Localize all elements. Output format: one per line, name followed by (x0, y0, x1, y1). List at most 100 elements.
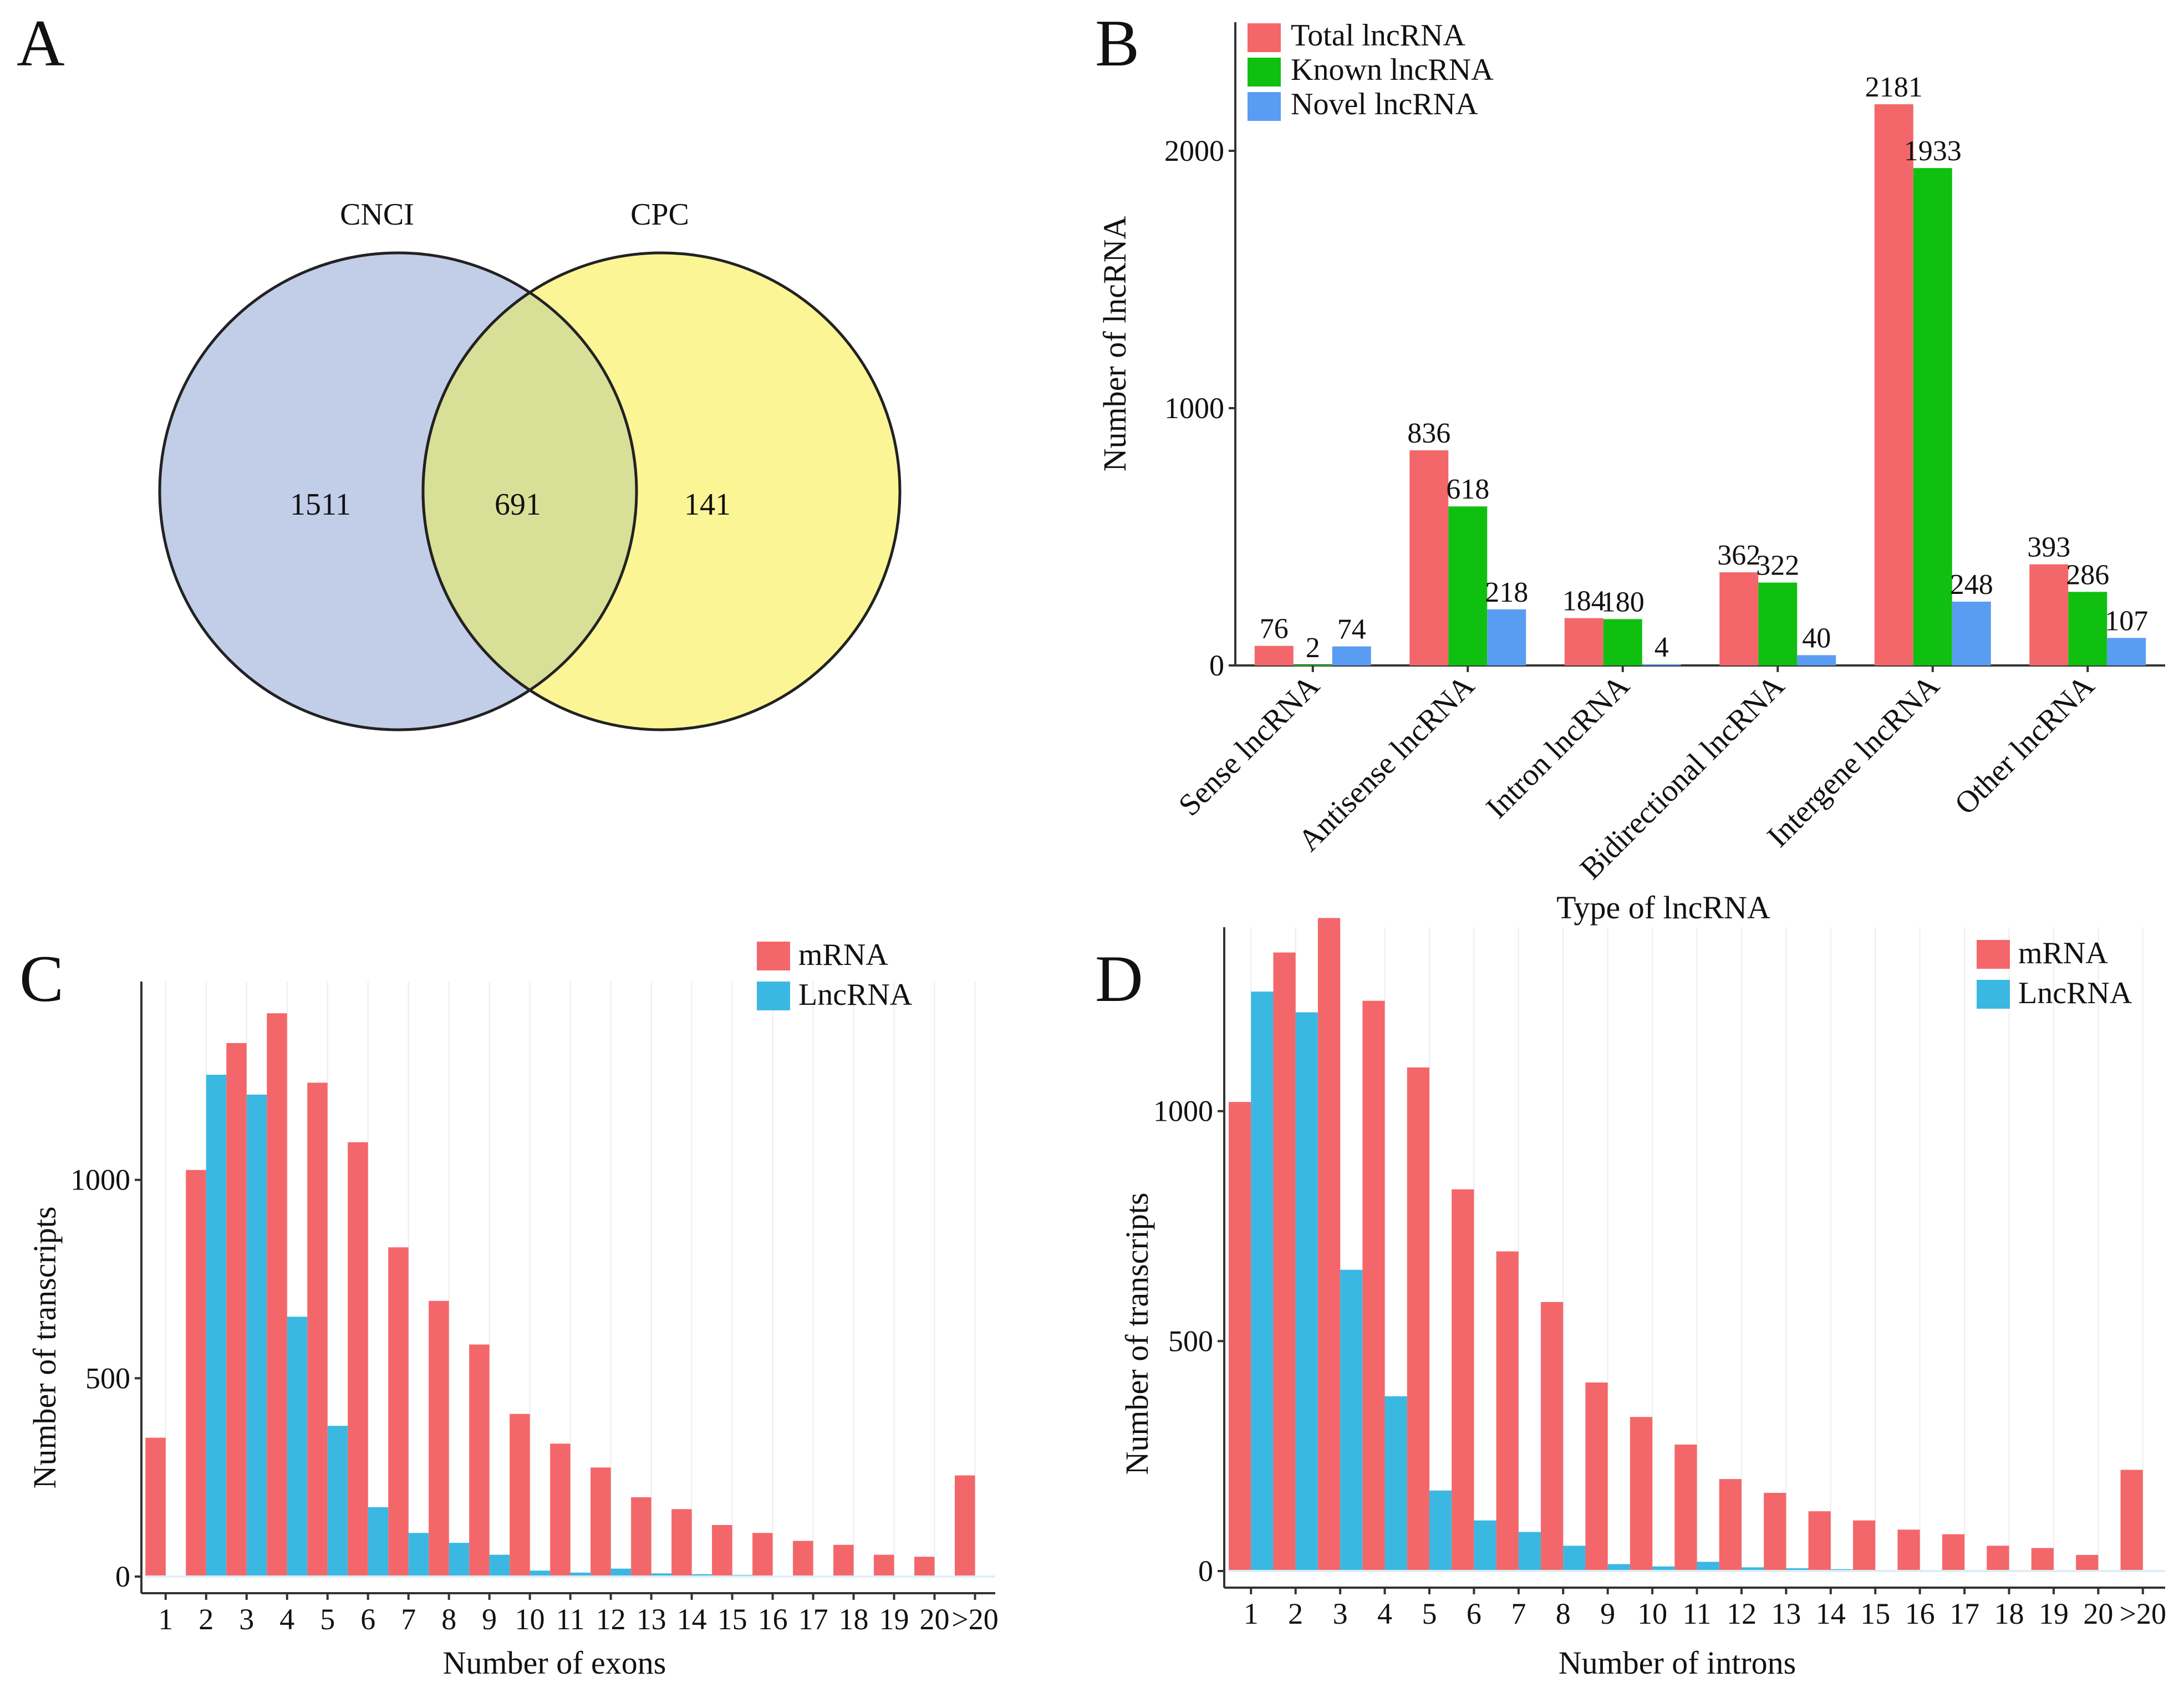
bar-mrna-18 (1987, 1546, 2009, 1571)
x-tick-label-20: >20 (2120, 1597, 2166, 1630)
chart-d-legend: mRNA LncRNA (1977, 936, 2132, 1010)
chart-d-ylabel: Number of transcripts (1119, 1193, 1155, 1475)
bar-mrna-19 (2031, 1548, 2054, 1571)
x-tick-label-4: 4 (279, 1603, 294, 1636)
bar-lncrna-13 (1786, 1568, 1809, 1571)
bar-mrna-20 (2120, 1470, 2143, 1571)
bar-mrna-4 (267, 1013, 287, 1577)
x-tick-label-15: 15 (1860, 1597, 1890, 1630)
y-tick-label: 0 (1198, 1554, 1213, 1588)
bar-lncrna-5 (1429, 1490, 1452, 1571)
bar-mrna-6 (1452, 1189, 1474, 1571)
data-label-total-lncrna-other-lncrna: 393 (2027, 532, 2070, 563)
legend-label-lncrna-d: LncRNA (2018, 976, 2132, 1010)
bar-known-lncrna-intron-lncrna (1603, 619, 1642, 665)
x-tick-label-2: 2 (198, 1603, 213, 1636)
bar-novel-lncrna-antisense-lncrna (1487, 609, 1526, 665)
x-tick-label-18: 18 (1994, 1597, 2024, 1630)
data-label-total-lncrna-intron-lncrna: 184 (1562, 586, 1606, 617)
data-label-total-lncrna-intergene-lncrna: 2181 (1865, 72, 1923, 103)
x-tick-label-1: 1 (158, 1603, 173, 1636)
bar-total-lncrna-intergene-lncrna (1874, 104, 1913, 666)
chart-d-xlabel: Number of introns (1559, 1645, 1796, 1681)
bar-novel-lncrna-intergene-lncrna (1952, 601, 1991, 665)
chart-b-legend: Total lncRNA Known lncRNA Novel lncRNA (1248, 18, 1494, 121)
legend-label-mrna-d: mRNA (2018, 936, 2108, 970)
bar-known-lncrna-antisense-lncrna (1448, 506, 1488, 665)
x-tick-label-sense-lncrna: Sense lncRNA (1172, 668, 1326, 822)
bar-mrna-3 (1317, 918, 1341, 1571)
bar-mrna-14 (671, 1509, 692, 1577)
bar-mrna-17 (793, 1541, 813, 1577)
x-tick-label-3: 3 (1333, 1597, 1348, 1630)
bar-mrna-13 (631, 1497, 651, 1577)
bar-known-lncrna-other-lncrna (2068, 592, 2107, 665)
data-label-novel-lncrna-intron-lncrna: 4 (1654, 632, 1669, 663)
panel-letter-d: D (1095, 942, 1143, 1015)
legend-swatch-lncrna-d (1977, 980, 2010, 1009)
x-tick-label-5: 5 (320, 1603, 335, 1636)
bar-novel-lncrna-other-lncrna (2107, 638, 2146, 665)
plot-background (1235, 22, 2165, 665)
panel-letter-a: A (17, 6, 65, 80)
bar-mrna-9 (1585, 1382, 1608, 1571)
bar-mrna-7 (1496, 1251, 1519, 1571)
bar-lncrna-10 (1652, 1566, 1675, 1571)
bar-mrna-19 (874, 1554, 894, 1577)
x-tick-label-14: 14 (1816, 1597, 1846, 1630)
x-tick-label-10: 10 (1637, 1597, 1667, 1630)
venn-count-cnci-only: 1511 (290, 487, 351, 522)
bar-lncrna-13 (651, 1573, 672, 1577)
legend-label-total: Total lncRNA (1291, 18, 1465, 53)
legend-label-known: Known lncRNA (1291, 53, 1494, 87)
bar-mrna-8 (429, 1300, 449, 1577)
bar-lncrna-6 (1474, 1520, 1496, 1571)
bar-total-lncrna-sense-lncrna (1254, 645, 1294, 665)
x-tick-label-20: >20 (951, 1603, 998, 1636)
x-tick-label-2: 2 (1288, 1597, 1303, 1630)
x-tick-label-1: 1 (1244, 1597, 1259, 1630)
y-tick-label: 500 (85, 1361, 130, 1395)
bar-known-lncrna-bidirectional-lncrna (1758, 582, 1798, 665)
bar-lncrna-11 (570, 1572, 591, 1577)
bar-lncrna-2 (206, 1075, 227, 1577)
venn-label-cnci: CNCI (340, 197, 414, 232)
legend-swatch-total (1248, 23, 1281, 52)
legend-swatch-mrna-c (757, 942, 790, 970)
bar-novel-lncrna-sense-lncrna (1332, 646, 1371, 665)
bar-lncrna-10 (530, 1570, 551, 1577)
x-tick-label-8: 8 (441, 1603, 456, 1636)
bar-lncrna-12 (1741, 1567, 1764, 1571)
data-label-known-lncrna-bidirectional-lncrna: 322 (1756, 550, 1799, 582)
x-tick-label-other-lncrna: Other lncRNA (1948, 668, 2101, 821)
bar-known-lncrna-intergene-lncrna (1913, 168, 1952, 665)
x-tick-label-10: 10 (515, 1603, 545, 1636)
bar-lncrna-14 (691, 1574, 712, 1577)
x-tick-label-19: 19 (2039, 1597, 2069, 1630)
data-label-total-lncrna-bidirectional-lncrna: 362 (1717, 540, 1760, 571)
x-tick-label-19: 19 (879, 1603, 909, 1636)
legend-swatch-mrna-d (1977, 940, 2010, 969)
y-tick-label: 500 (1168, 1324, 1213, 1358)
legend-label-mrna-c: mRNA (798, 938, 888, 972)
data-label-known-lncrna-sense-lncrna: 2 (1306, 632, 1320, 664)
bar-lncrna-1 (1251, 992, 1274, 1571)
bar-novel-lncrna-intron-lncrna (1642, 664, 1681, 666)
data-label-known-lncrna-antisense-lncrna: 618 (1446, 474, 1489, 505)
bar-total-lncrna-other-lncrna (2029, 564, 2069, 665)
bar-mrna-15 (1853, 1520, 1876, 1571)
x-tick-label-20: 20 (2083, 1597, 2113, 1630)
chart-c-ylabel: Number of transcripts (27, 1207, 63, 1489)
bar-mrna-5 (307, 1082, 328, 1577)
bar-mrna-2 (186, 1170, 206, 1577)
bar-mrna-14 (1808, 1511, 1831, 1571)
legend-swatch-novel (1248, 92, 1281, 121)
bar-lncrna-7 (408, 1533, 429, 1577)
bar-mrna-16 (1897, 1529, 1920, 1571)
x-tick-label-6: 6 (360, 1603, 375, 1636)
data-label-novel-lncrna-sense-lncrna: 74 (1337, 614, 1366, 645)
